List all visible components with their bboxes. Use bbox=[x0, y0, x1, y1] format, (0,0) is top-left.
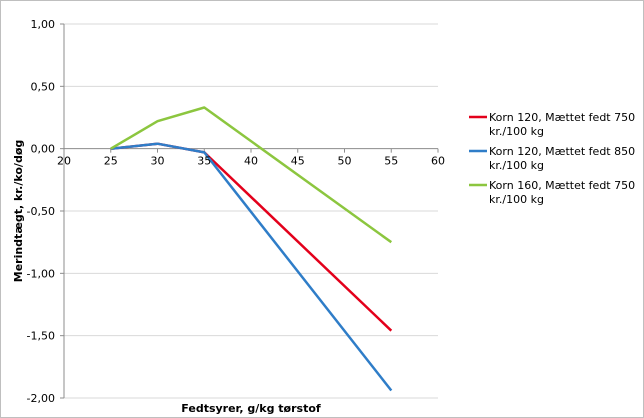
legend-label-3: Korn 160, Mættet fedt 750 kr./100 kg bbox=[489, 179, 635, 206]
legend-label-1: Korn 120, Mættet fedt 750 kr./100 kg bbox=[489, 111, 635, 138]
x-tick-label-0: 20 bbox=[57, 155, 71, 168]
y-tick-label-5: -1,50 bbox=[27, 330, 55, 343]
y-tick-label-2: 0,00 bbox=[31, 143, 56, 156]
series-line-2 bbox=[110, 142, 393, 392]
x-axis-label: Fedtsyrer, g/kg tørstof bbox=[181, 402, 321, 415]
x-tick-label-3: 35 bbox=[197, 155, 211, 168]
x-tick-label-6: 50 bbox=[338, 155, 352, 168]
y-tick-label-3: -0,50 bbox=[27, 205, 55, 218]
x-tick-label-4: 40 bbox=[244, 155, 258, 168]
gridlines bbox=[64, 23, 438, 399]
axes bbox=[60, 23, 439, 399]
series-line-3 bbox=[110, 106, 393, 244]
y-tick-label-1: 0,50 bbox=[31, 80, 56, 93]
x-tick-label-5: 45 bbox=[291, 155, 305, 168]
y-tick-labels: 1,00 0,50 0,00 -0,50 -1,00 -1,50 -2,00 bbox=[27, 18, 55, 405]
legend: Korn 120, Mættet fedt 750 kr./100 kg Korn … bbox=[469, 111, 635, 206]
y-axis-label: Merindtægt, kr./ko/døg bbox=[12, 140, 25, 283]
legend-item-3: Korn 160, Mættet fedt 750 kr./100 kg bbox=[469, 179, 635, 206]
x-tick-label-1: 25 bbox=[104, 155, 118, 168]
legend-item-2: Korn 120, Mættet fedt 850 kr./100 kg bbox=[469, 145, 635, 172]
x-tick-label-7: 55 bbox=[384, 155, 398, 168]
series-line-1 bbox=[110, 142, 393, 332]
legend-label-2: Korn 120, Mættet fedt 850 kr./100 kg bbox=[489, 145, 635, 172]
x-tick-label-2: 30 bbox=[151, 155, 165, 168]
y-tick-label-6: -2,00 bbox=[27, 392, 55, 405]
y-tick-label-0: 1,00 bbox=[31, 18, 56, 31]
y-tick-label-4: -1,00 bbox=[27, 267, 55, 280]
x-tick-label-8: 60 bbox=[431, 155, 445, 168]
legend-item-1: Korn 120, Mættet fedt 750 kr./100 kg bbox=[469, 111, 635, 138]
series-lines bbox=[110, 106, 393, 392]
x-tick-labels: 20 25 30 35 40 45 50 55 60 bbox=[57, 155, 445, 168]
